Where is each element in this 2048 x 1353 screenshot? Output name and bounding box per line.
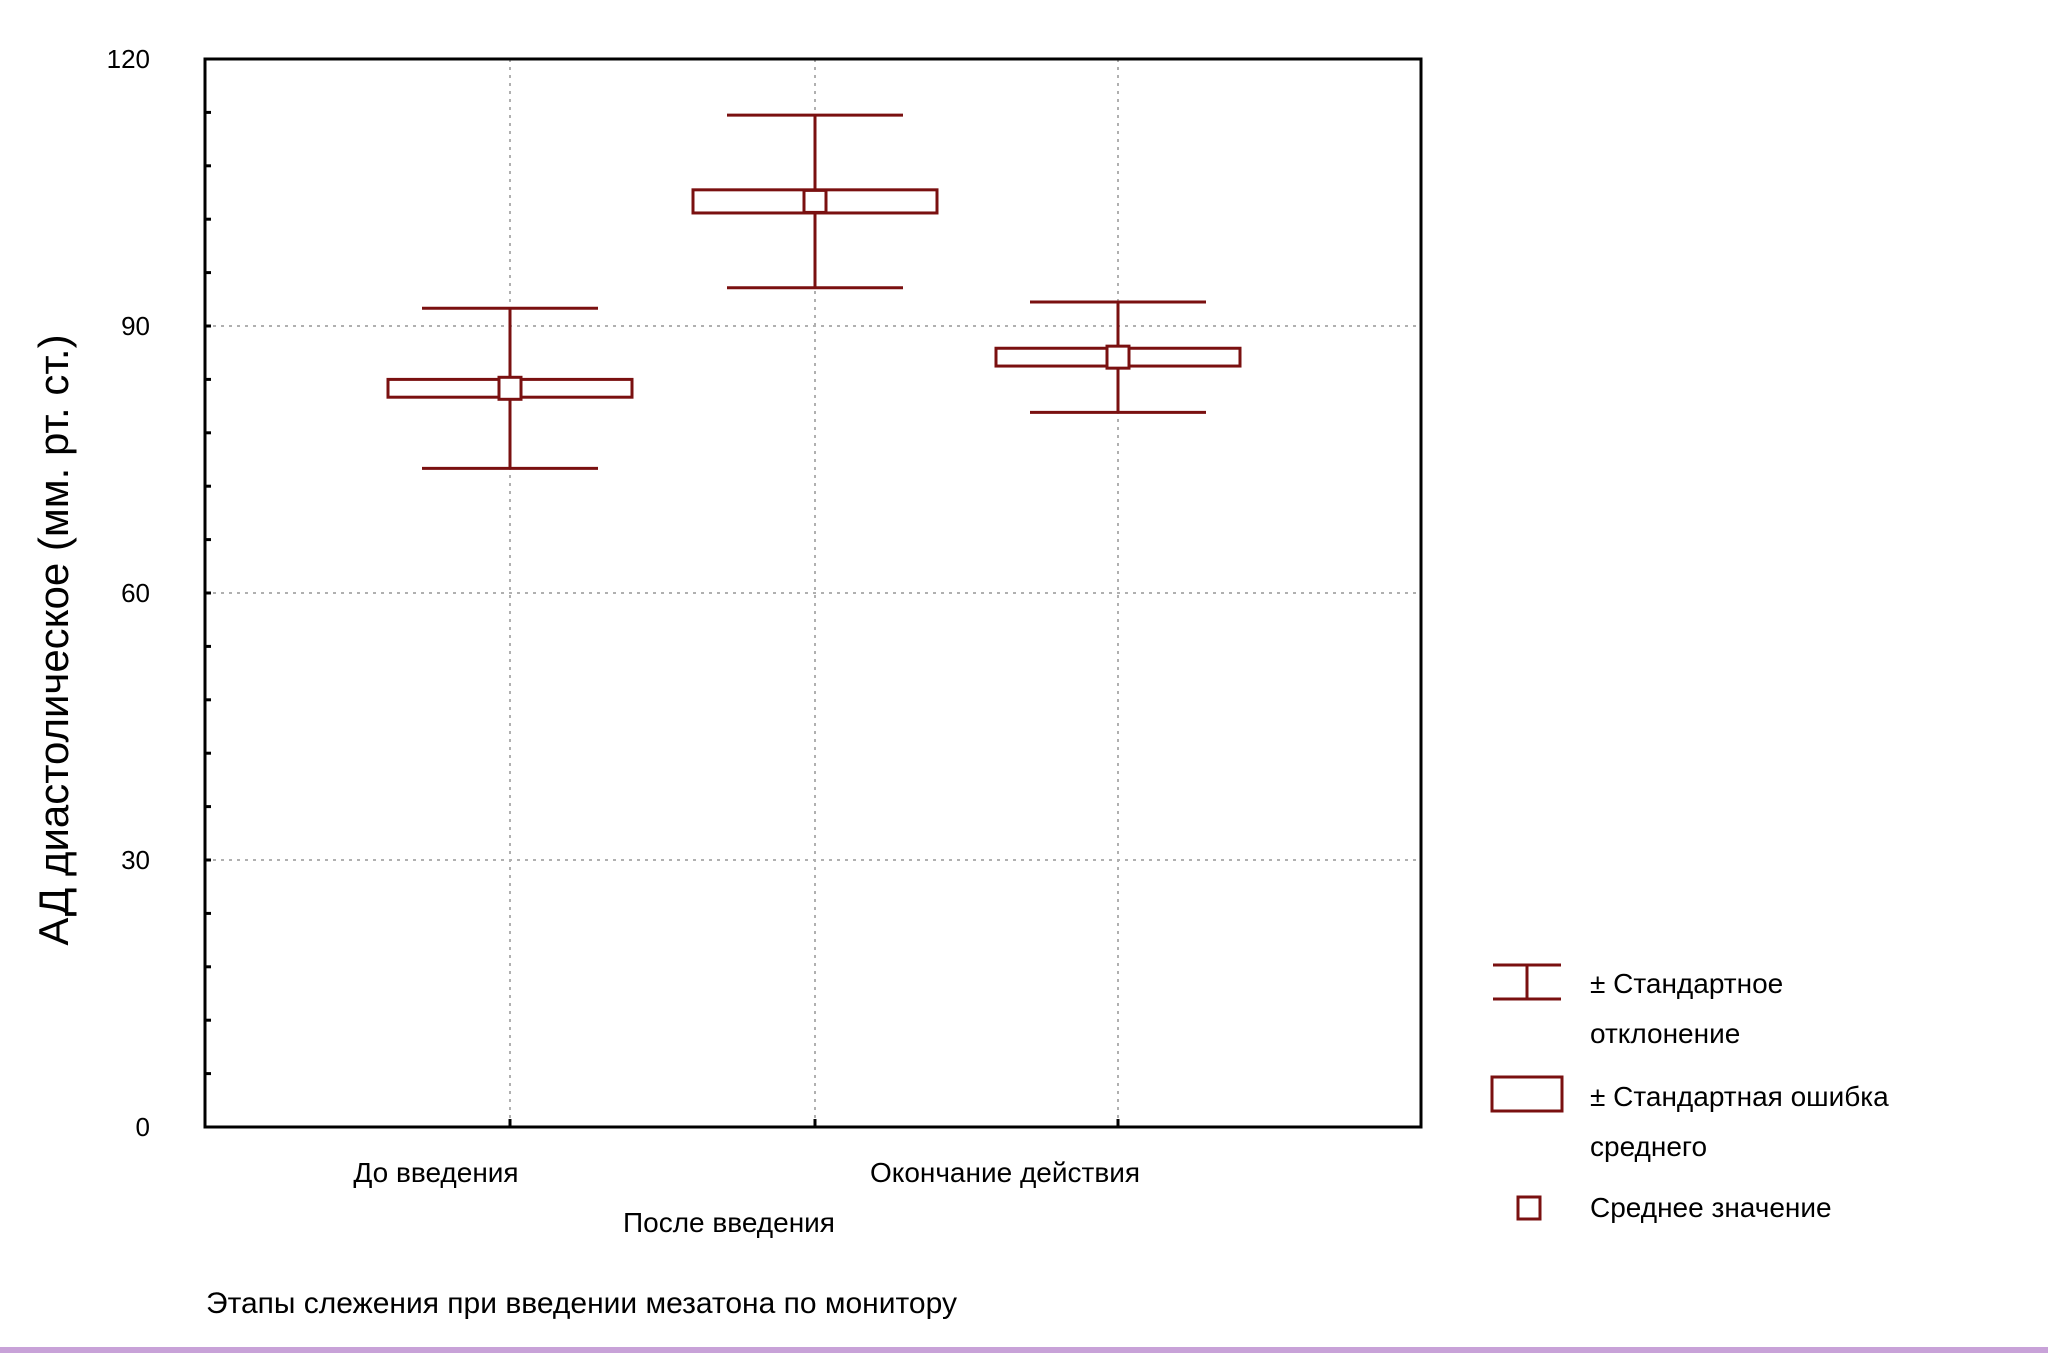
mean-marker-2 [1105,344,1131,370]
legend-sd-label-line1: ± Стандартное [1590,968,1783,999]
y-tick-label-4: 120 [107,44,150,74]
y-tick-label-0: 0 [136,1112,150,1142]
category-label-0: До введения [353,1157,518,1188]
legend-sd-label-line2: отклонение [1590,1018,1740,1049]
grid [205,59,1421,1127]
x-axis-label: Этапы слежения при введении мезатона по … [206,1287,957,1320]
legend-se-label-line1: ± Стандартная ошибка [1590,1081,1889,1112]
legend: ± Стандартное отклонение ± Стандартная о… [1490,963,1889,1223]
legend-sd-icon [1493,963,1561,1001]
category-2 [994,300,1242,414]
category-label-2: Окончание действия [870,1157,1140,1188]
legend-mean-label: Среднее значение [1590,1192,1832,1223]
category-0 [386,306,634,470]
legend-se-icon [1490,1075,1564,1113]
category-label-1: После введения [623,1207,835,1238]
legend-mean-icon [1516,1195,1542,1221]
y-minor-ticks [205,57,1120,1129]
y-tick-label-3: 90 [121,311,150,341]
legend-se-label-line2: среднего [1590,1131,1707,1162]
mean-marker-1 [802,188,828,214]
data-marks [386,113,1242,470]
mean-marker-0 [497,375,523,401]
y-axis-label: АД диастолическое (мм. рт. ст.) [30,334,77,945]
y-tick-label-1: 30 [121,845,150,875]
y-tick-label-2: 60 [121,578,150,608]
category-1 [691,113,939,290]
y-tick-labels: 0 30 60 90 120 [107,44,150,1142]
bottom-border [0,1347,2048,1353]
